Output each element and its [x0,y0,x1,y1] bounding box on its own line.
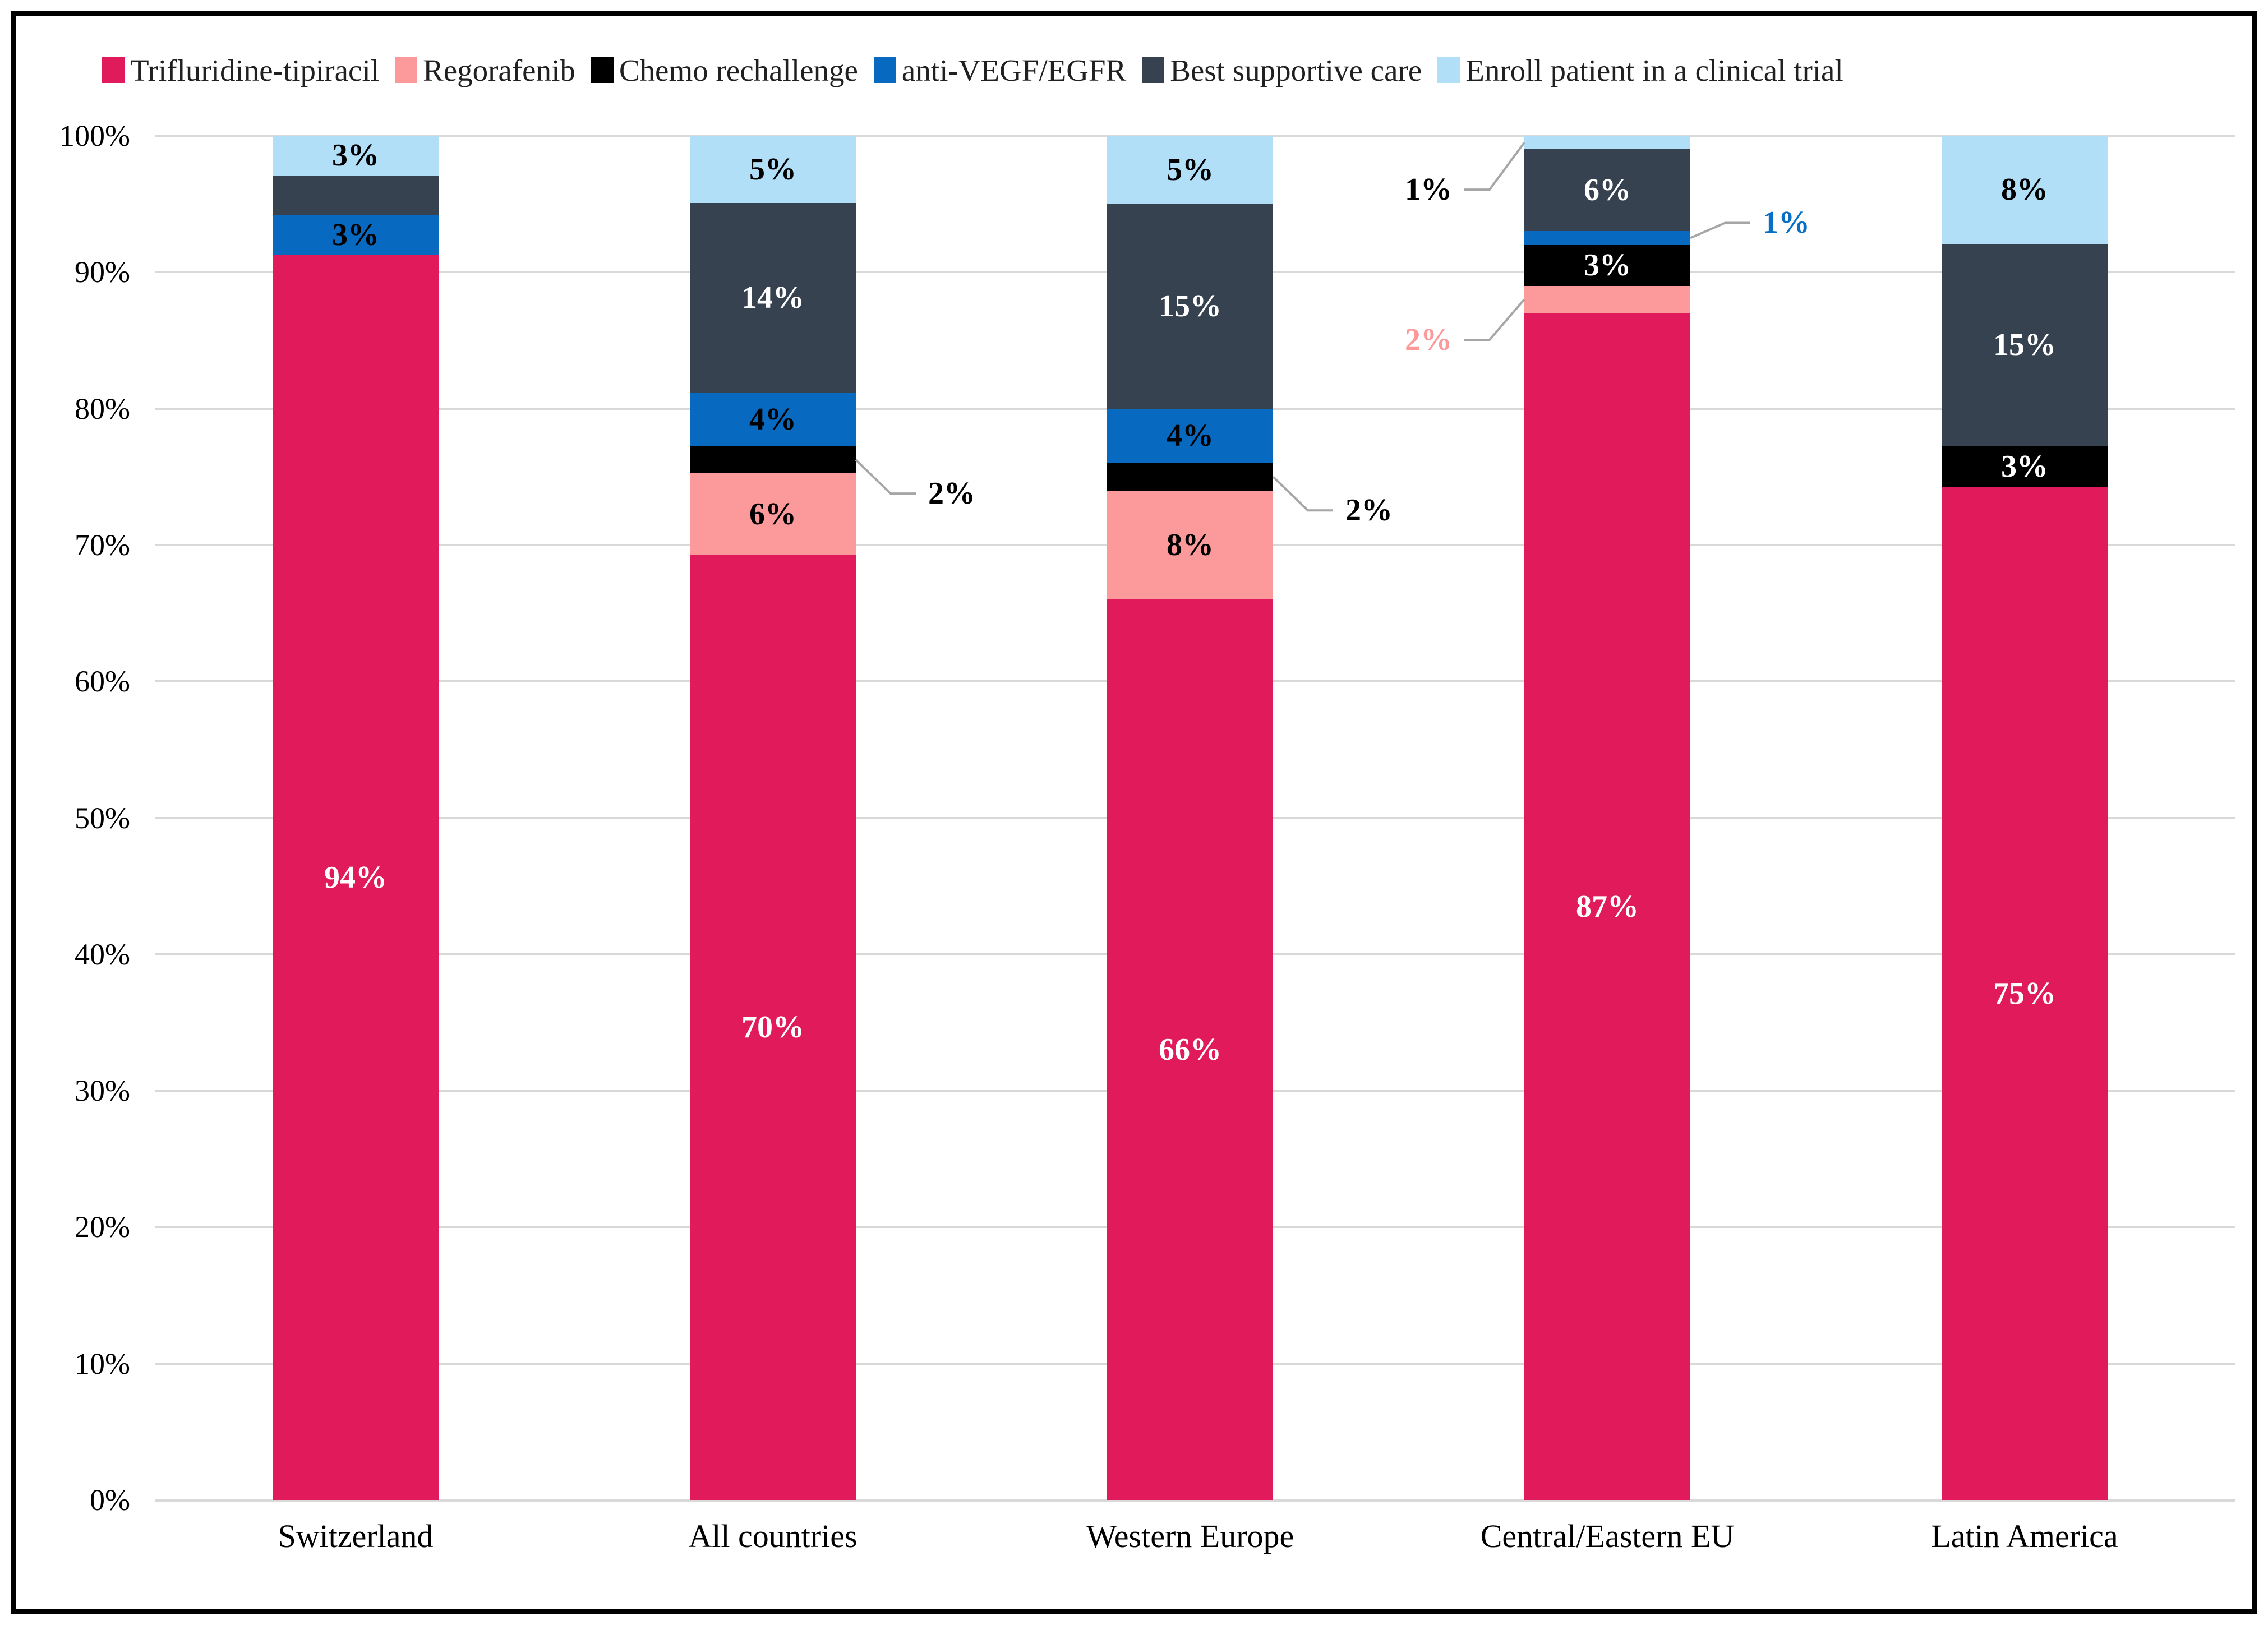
segment-all-countries-best-supportive-care: 14% [690,203,856,393]
legend-swatch-icon [591,57,614,83]
x-axis-label-latin-america: Latin America [1931,1518,2118,1554]
segment-value-label: 66% [1159,1032,1221,1068]
segment-central-eastern-eu-chemo-rechallenge: 3% [1524,244,1690,286]
segment-switzerland-best-supportive-care [273,175,439,215]
y-tick-label-90: 90% [75,255,130,289]
segment-western-europe-best-supportive-care: 15% [1107,204,1273,409]
legend-item-anti-vegf-egfr: anti-VEGF/EGFR [873,53,1127,88]
segment-western-europe-regorafenib: 8% [1107,490,1273,600]
segment-value-label: 75% [1993,976,2056,1011]
y-tick-label-30: 30% [75,1074,130,1108]
segment-value-label: 15% [1993,327,2056,363]
y-tick-label-0: 0% [90,1483,130,1517]
bar-switzerland: 3% 3% 94% [273,136,439,1500]
segment-value-label: 6% [1584,173,1631,208]
legend-swatch-icon [1142,57,1165,83]
bar-all-countries: 5% 14% 4% 6% 70% [690,136,856,1500]
y-tick-label-20: 20% [75,1210,130,1244]
segment-value-label: 3% [332,138,379,173]
segment-value-label: 8% [2001,172,2048,207]
segment-western-europe-enroll-patient-in-a-clinical-trial: 5% [1107,136,1273,204]
x-axis-label-central-eastern-eu: Central/Eastern EU [1480,1518,1735,1554]
x-axis-label-western-europe: Western Europe [1086,1518,1294,1554]
legend-item-trifluridine-tipiracil: Trifluridine-tipiracil [102,53,379,88]
callout-label-central-eastern-eu-enroll-patient-in-a-clinical-trial: 1% [1405,172,1452,207]
callout-label-central-eastern-eu-anti-vegf-egfr: 1% [1763,205,1810,241]
segment-all-countries-chemo-rechallenge [690,446,856,474]
segment-value-label: 4% [749,401,796,437]
segment-all-countries-enroll-patient-in-a-clinical-trial: 5% [690,136,856,204]
segment-switzerland-anti-vegf-egfr: 3% [273,215,439,255]
segment-value-label: 3% [1584,248,1631,283]
segment-latin-america-best-supportive-care: 15% [1942,243,2108,447]
x-axis-label-all-countries: All countries [688,1518,858,1554]
legend-label: Regorafenib [423,53,575,87]
y-tick-label-60: 60% [75,664,130,699]
bar-latin-america: 8% 15% 3% 75% [1942,136,2108,1501]
segment-all-countries-trifluridine-tipiracil: 70% [690,554,856,1500]
legend-item-chemo-rechallenge: Chemo rechallenge [591,53,858,88]
segment-central-eastern-eu-regorafenib [1524,285,1690,313]
segment-all-countries-anti-vegf-egfr: 4% [690,392,856,447]
segment-western-europe-chemo-rechallenge [1107,463,1273,491]
segment-switzerland-enroll-patient-in-a-clinical-trial: 3% [273,136,439,176]
segment-switzerland-trifluridine-tipiracil: 94% [273,255,439,1500]
segment-western-europe-trifluridine-tipiracil: 66% [1107,599,1273,1500]
segment-value-label: 15% [1159,289,1221,324]
callout-label-central-eastern-eu-regorafenib: 2% [1405,322,1452,357]
legend: Trifluridine-tipiracil Regorafenib Chemo r… [102,49,1843,91]
legend-label: anti-VEGF/EGFR [901,53,1127,87]
legend-label: Chemo rechallenge [619,53,858,87]
x-axis-label-switzerland: Switzerland [278,1518,434,1554]
legend-label: Enroll patient in a clinical trial [1465,53,1843,87]
callout-label-all-countries-chemo-rechallenge: 2% [928,476,975,511]
segment-value-label: 87% [1576,889,1639,924]
segment-central-eastern-eu-enroll-patient-in-a-clinical-trial [1524,136,1690,150]
segment-value-label: 94% [324,860,387,895]
bar-central-eastern-eu: 6% 3% 87% [1524,136,1690,1500]
segment-value-label: 4% [1167,418,1214,454]
legend-item-best-supportive-care: Best supportive care [1142,53,1422,88]
segment-value-label: 14% [741,280,804,316]
segment-value-label: 5% [1167,152,1214,187]
segment-value-label: 3% [2001,449,2048,484]
callout-label-western-europe-chemo-rechallenge: 2% [1345,493,1393,528]
y-tick-label-70: 70% [75,528,130,562]
segment-central-eastern-eu-trifluridine-tipiracil: 87% [1524,313,1690,1500]
legend-swatch-icon [873,57,896,83]
legend-item-enroll-patient-in-a-clinical-trial: Enroll patient in a clinical trial [1437,53,1843,88]
segment-value-label: 70% [741,1009,804,1045]
legend-swatch-icon [395,57,418,83]
segment-latin-america-trifluridine-tipiracil: 75% [1942,487,2108,1501]
legend-item-regorafenib: Regorafenib [395,53,575,88]
y-tick-label-100: 100% [59,119,130,153]
segment-latin-america-enroll-patient-in-a-clinical-trial: 8% [1942,136,2108,244]
bar-western-europe: 5% 15% 4% 8% 66% [1107,136,1273,1500]
segment-central-eastern-eu-anti-vegf-egfr [1524,231,1690,245]
y-tick-label-50: 50% [75,801,130,835]
segment-value-label: 8% [1167,527,1214,562]
segment-central-eastern-eu-best-supportive-care: 6% [1524,149,1690,232]
legend-swatch-icon [102,57,125,83]
segment-value-label: 3% [332,218,379,253]
segment-value-label: 6% [749,496,796,532]
segment-latin-america-chemo-rechallenge: 3% [1942,446,2108,487]
y-tick-label-40: 40% [75,937,130,971]
y-tick-label-80: 80% [75,391,130,426]
segment-all-countries-regorafenib: 6% [690,473,856,555]
segment-value-label: 5% [749,152,796,187]
legend-label: Best supportive care [1170,53,1422,87]
legend-label: Trifluridine-tipiracil [130,53,380,87]
gridline-0 [155,1499,2235,1502]
segment-western-europe-anti-vegf-egfr: 4% [1107,408,1273,463]
y-tick-label-10: 10% [75,1346,130,1381]
legend-swatch-icon [1437,57,1460,83]
